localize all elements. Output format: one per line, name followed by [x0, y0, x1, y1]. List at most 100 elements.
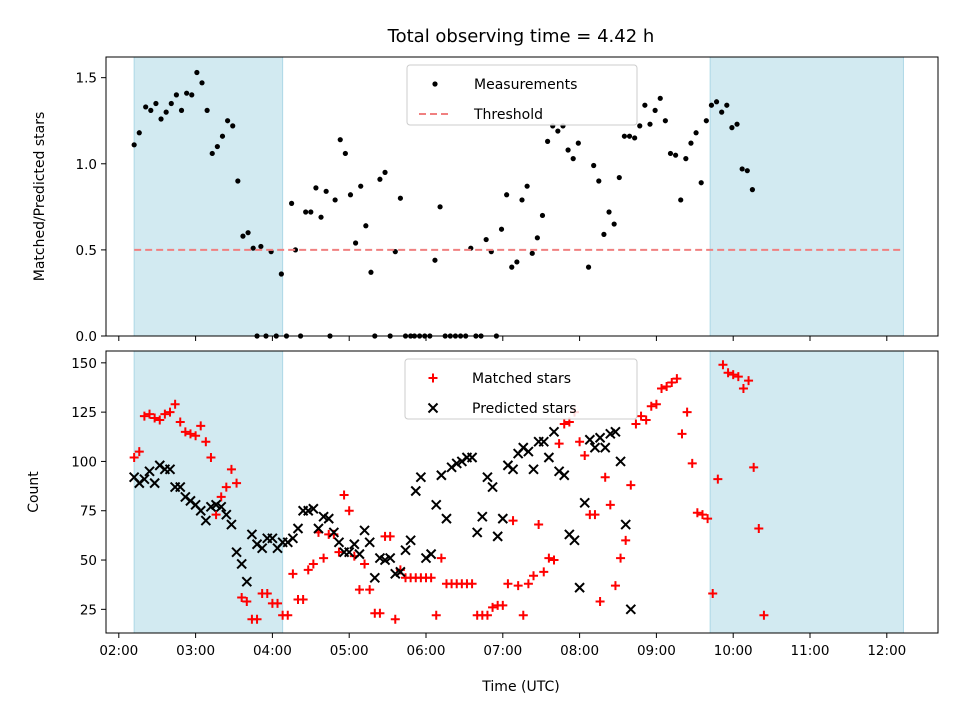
- matched-star-point: [539, 567, 549, 577]
- matched-star-point: [134, 447, 144, 457]
- matched-star-point: [211, 510, 221, 520]
- measurement-point: [153, 100, 159, 107]
- predicted-star-point: [507, 464, 519, 475]
- matched-star-point: [677, 429, 687, 439]
- predicted-star-point: [487, 481, 498, 493]
- measurement-point: [647, 121, 653, 127]
- legend-marker-predicted: [427, 402, 439, 414]
- measurement-point: [662, 118, 668, 124]
- measurement-point: [678, 197, 684, 203]
- chart-title: Total observing time = 4.42 h: [387, 26, 655, 47]
- measurement-point: [209, 150, 215, 157]
- matched-star-point: [288, 569, 298, 579]
- matched-star-point: [754, 523, 764, 533]
- matched-star-point: [595, 596, 605, 606]
- predicted-star-point: [359, 525, 370, 536]
- matched-star-point: [360, 559, 370, 569]
- predicted-star-point: [287, 533, 299, 544]
- bottom-shaded-region-0: [133, 350, 284, 634]
- measurement-point: [529, 250, 535, 256]
- matched-star-point: [662, 381, 672, 391]
- matched-star-point: [339, 490, 349, 500]
- measurement-point: [347, 192, 354, 198]
- legend-label: Threshold: [473, 107, 543, 123]
- legend-marker-measurements: [432, 81, 438, 87]
- measurement-point: [136, 130, 142, 136]
- predicted-star-point: [354, 548, 365, 560]
- matched-star-point: [636, 411, 646, 421]
- matched-star-point: [242, 596, 252, 606]
- measurement-point: [235, 178, 241, 184]
- measurement-point: [143, 104, 149, 110]
- measurement-point: [621, 133, 628, 139]
- x-axis-title: Time (UTC): [481, 679, 559, 695]
- measurement-point: [519, 197, 525, 203]
- matched-star-point: [252, 614, 262, 624]
- measurement-point: [308, 209, 314, 215]
- predicted-star-point: [364, 537, 375, 548]
- measurement-point: [565, 147, 571, 153]
- bottom-axes-frame: [105, 350, 939, 634]
- measurement-point: [575, 140, 581, 146]
- bottom-y-tick-label: 75: [80, 504, 97, 520]
- matched-star-point: [170, 399, 180, 409]
- measurement-point: [667, 150, 674, 157]
- measurement-point: [337, 137, 343, 143]
- measurement-point: [626, 133, 633, 139]
- matched-star-point: [605, 500, 615, 510]
- matched-star-point: [196, 421, 206, 431]
- measurement-point: [729, 125, 735, 131]
- matched-star-point: [232, 478, 242, 488]
- top-shaded-region-0: [133, 56, 284, 337]
- matched-star-point: [544, 553, 554, 563]
- predicted-star-point: [471, 527, 483, 538]
- matched-star-point: [559, 419, 569, 429]
- matched-star-point: [385, 531, 395, 541]
- measurement-point: [673, 152, 679, 158]
- matched-star-point: [759, 610, 769, 620]
- measurement-point: [642, 102, 648, 108]
- matched-star-point: [273, 598, 283, 608]
- measurement-point: [693, 130, 699, 136]
- matched-star-point: [580, 451, 590, 461]
- measurement-point: [698, 180, 704, 186]
- matched-star-point: [129, 452, 139, 462]
- matched-star-point: [534, 520, 544, 530]
- top-y-tick-label: 0.5: [76, 243, 97, 259]
- predicted-star-point: [569, 535, 580, 546]
- matched-star-point: [621, 535, 631, 545]
- matched-star-point: [672, 374, 682, 384]
- matched-star-point: [703, 514, 713, 524]
- matched-star-point: [692, 508, 702, 518]
- x-tick-label: 08:00: [560, 643, 599, 659]
- matched-star-point: [482, 610, 492, 620]
- predicted-star-point: [144, 466, 155, 477]
- measurement-point: [713, 99, 720, 105]
- matched-star-point: [319, 553, 329, 563]
- bottom-y-tick-label: 125: [71, 405, 97, 421]
- matched-star-point: [226, 464, 236, 474]
- bottom-legend: Matched stars Predicted stars: [404, 358, 638, 420]
- measurement-point: [219, 133, 226, 139]
- matched-star-point: [334, 547, 344, 557]
- predicted-star-point: [431, 499, 442, 511]
- measurement-point: [637, 123, 643, 129]
- predicted-star-point: [625, 604, 637, 615]
- matched-star-point: [575, 437, 585, 447]
- x-tick-label: 07:00: [483, 643, 522, 659]
- matched-star-point: [682, 407, 692, 417]
- measurement-point: [719, 109, 725, 115]
- legend-box: [404, 358, 638, 420]
- measurement-point: [245, 230, 251, 236]
- bottom-y-axis-title: Count: [26, 471, 42, 513]
- predicted-star-point: [559, 470, 570, 481]
- measurement-point: [397, 195, 403, 201]
- predicted-star-point: [615, 456, 626, 467]
- matched-star-point: [150, 413, 160, 423]
- measurement-point: [534, 235, 540, 241]
- x-tick-label: 10:00: [714, 643, 753, 659]
- predicted-star-point: [538, 436, 549, 447]
- predicted-star-point: [492, 531, 503, 542]
- matched-star-point: [431, 610, 441, 620]
- predicted-star-point: [236, 558, 247, 570]
